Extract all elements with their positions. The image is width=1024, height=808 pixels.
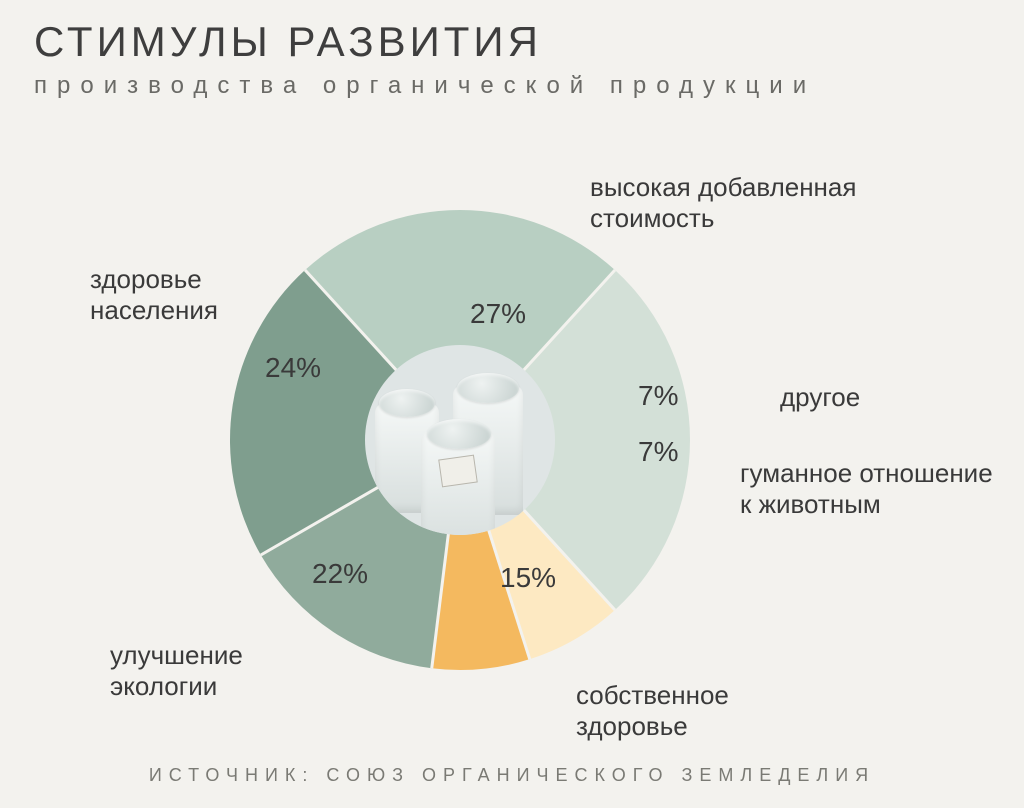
label-text: высокая добавленнаястоимость: [590, 172, 856, 233]
label-text: гуманное отношениек животным: [740, 458, 993, 519]
label-ecology: улучшениеэкологии: [110, 640, 243, 702]
label-high-added-value: высокая добавленнаястоимость: [590, 172, 856, 234]
pct-ecology: 22%: [312, 558, 368, 590]
label-text: другое: [780, 382, 860, 412]
pct-high-added-value: 27%: [470, 298, 526, 330]
label-text: собственноездоровье: [576, 680, 729, 741]
center-image: [365, 345, 555, 535]
infographic-canvas: { "title": "СТИМУЛЫ РАЗВИТИЯ", "subtitle…: [0, 0, 1024, 808]
label-humane: гуманное отношениек животным: [740, 458, 993, 520]
source-line: ИСТОЧНИК: СОЮЗ ОРГАНИЧЕСКОГО ЗЕМЛЕДЕЛИЯ: [0, 765, 1024, 786]
pct-humane: 7%: [638, 436, 678, 468]
label-pop-health: здоровьенаселения: [90, 264, 218, 326]
pct-pop-health: 24%: [265, 352, 321, 384]
pct-other: 7%: [638, 380, 678, 412]
label-text: здоровьенаселения: [90, 264, 218, 325]
label-own-health: собственноездоровье: [576, 680, 729, 742]
label-text: улучшениеэкологии: [110, 640, 243, 701]
pct-own-health: 15%: [500, 562, 556, 594]
label-other: другое: [780, 382, 860, 413]
